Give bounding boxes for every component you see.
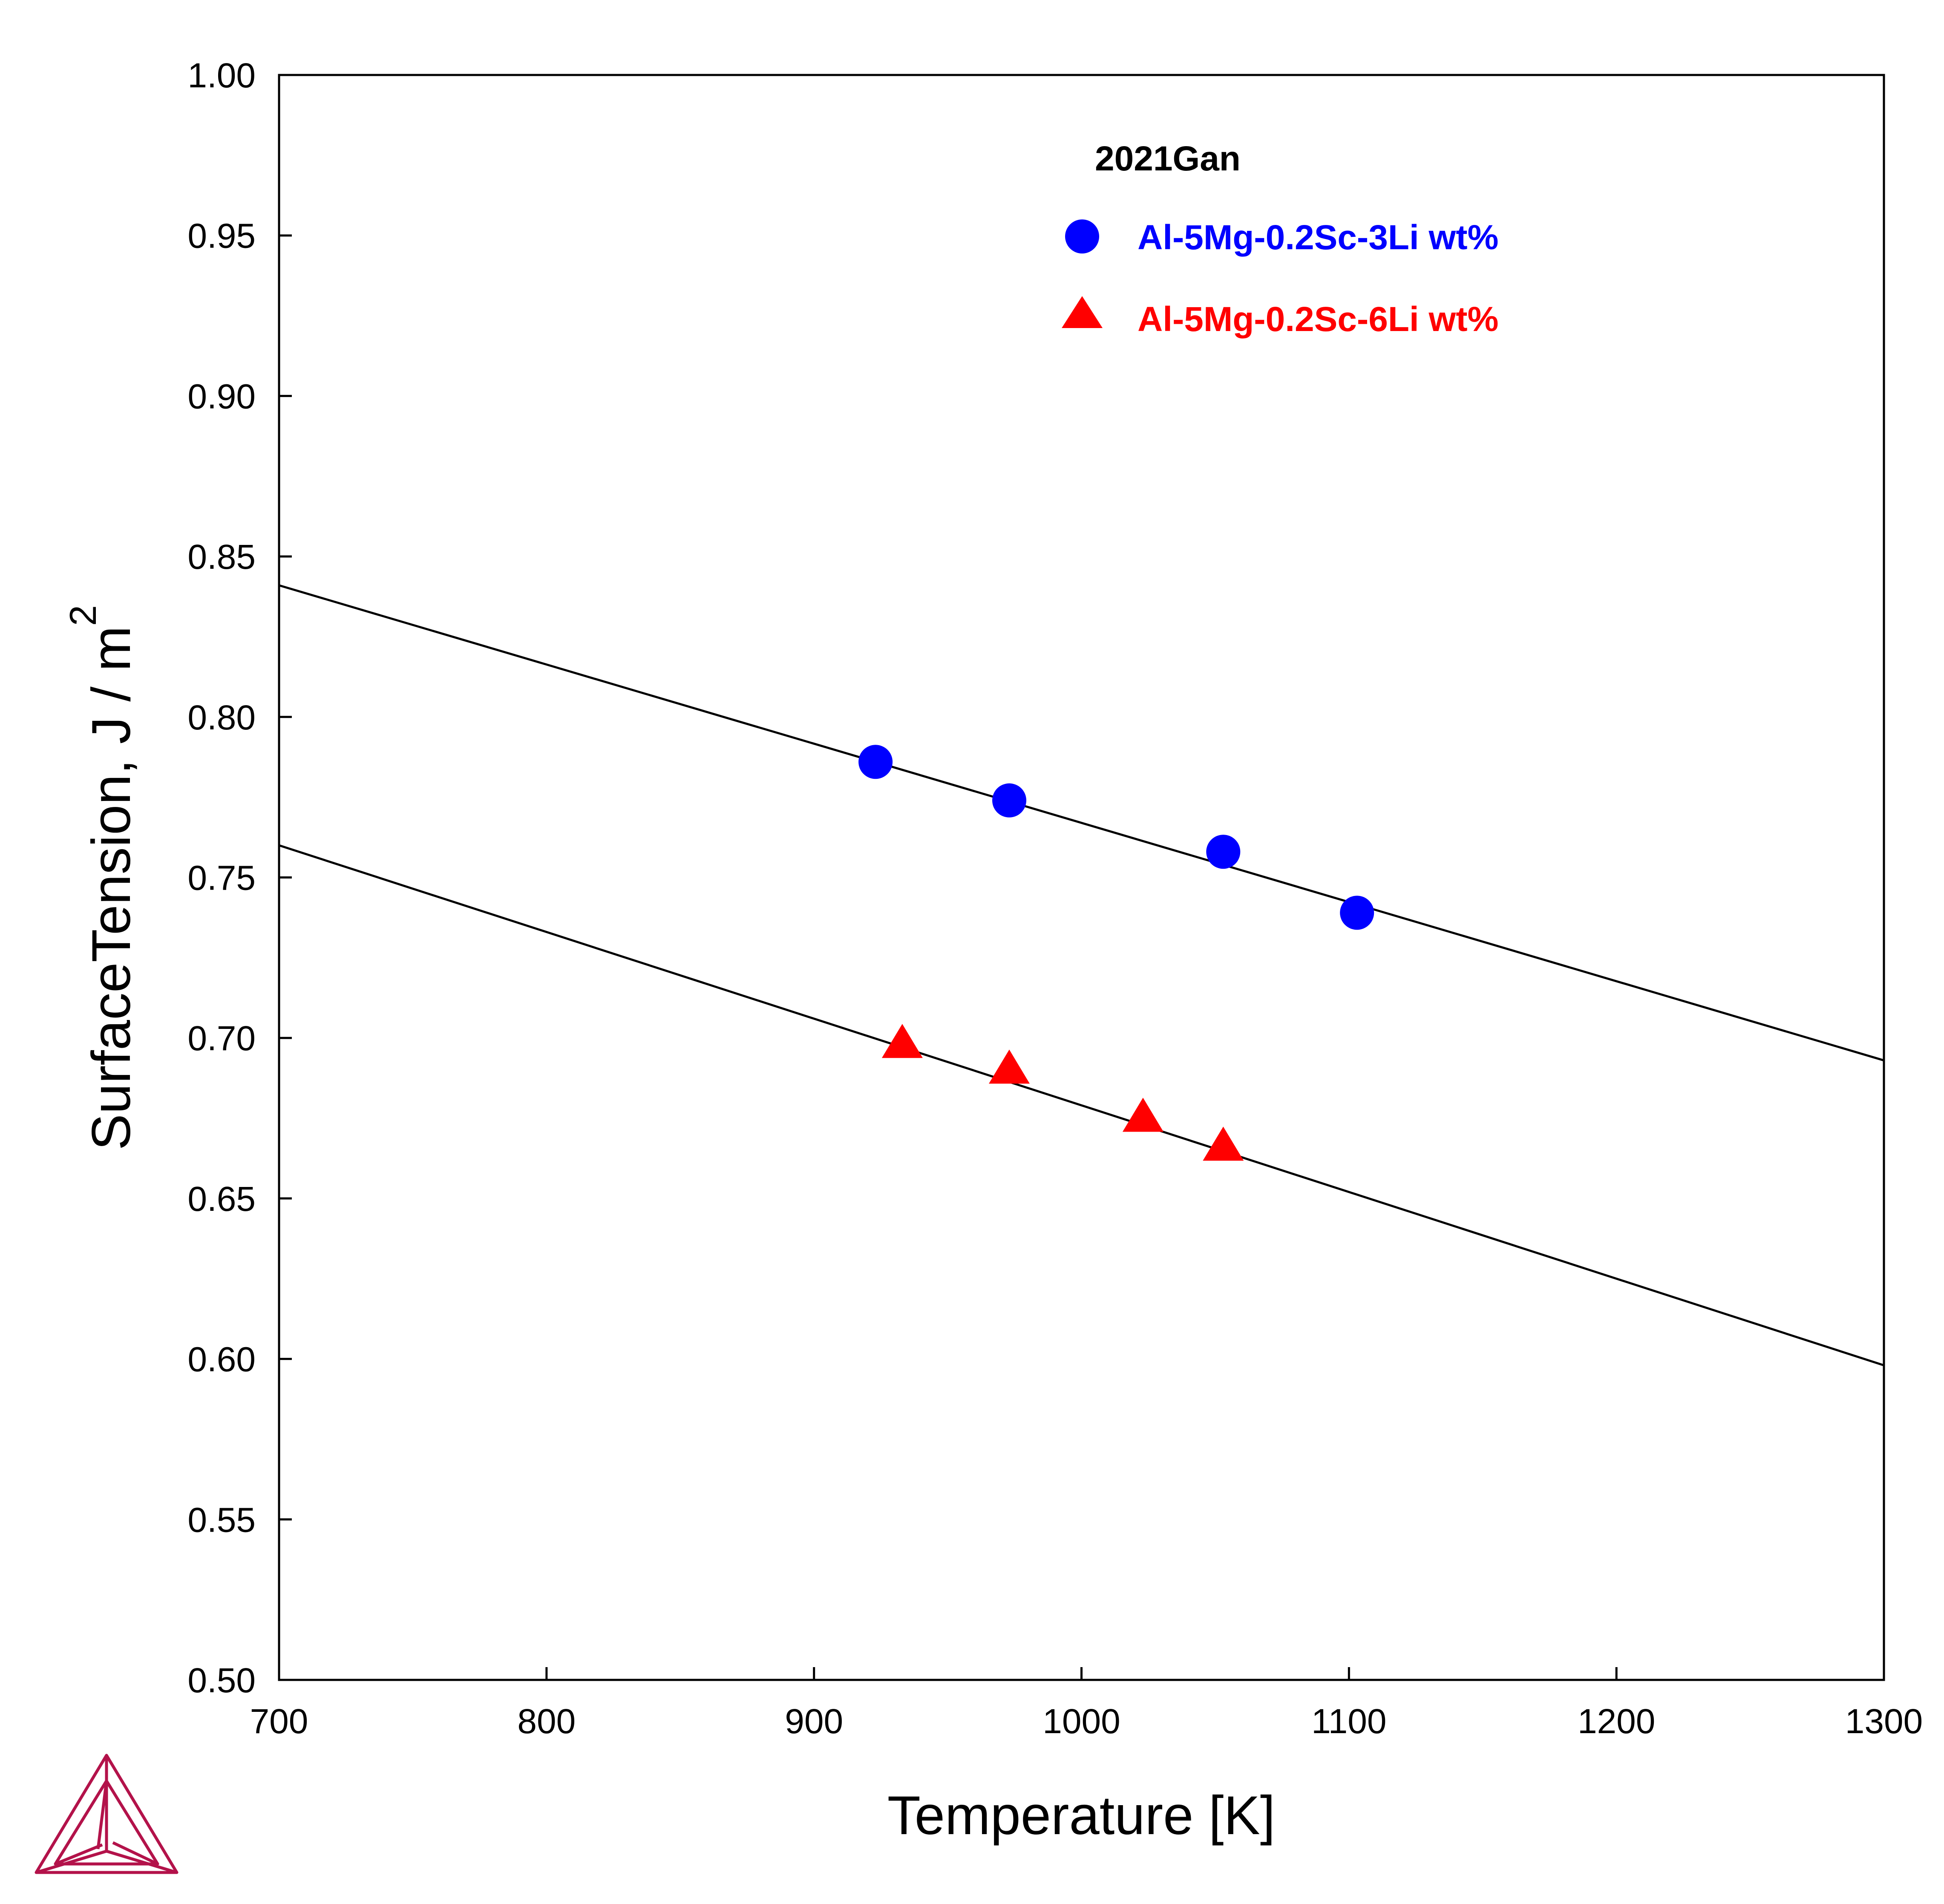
data-point-triangle bbox=[1122, 1097, 1164, 1132]
x-tick-label: 700 bbox=[250, 1702, 308, 1741]
x-axis-title: Temperature [K] bbox=[887, 1785, 1276, 1846]
y-axis-title-text: SurfaceTension, J / m bbox=[81, 626, 142, 1150]
fit-line bbox=[279, 844, 1884, 1367]
x-tick-label: 1100 bbox=[1311, 1702, 1386, 1741]
x-tick-label: 1200 bbox=[1578, 1702, 1655, 1741]
data-point-circle bbox=[1206, 835, 1241, 869]
x-tick-label: 900 bbox=[785, 1702, 843, 1741]
y-tick-label: 0.90 bbox=[187, 377, 256, 416]
legend-title: 2021Gan bbox=[1095, 139, 1241, 178]
data-point-triangle bbox=[1203, 1126, 1244, 1161]
y-tick-label: 1.00 bbox=[187, 56, 256, 95]
data-point-triangle bbox=[988, 1049, 1030, 1084]
svg-text:SurfaceTension, J / m2: SurfaceTension, J / m2 bbox=[62, 605, 142, 1150]
y-tick-label: 0.50 bbox=[187, 1661, 256, 1700]
x-tick-label: 1000 bbox=[1043, 1702, 1120, 1741]
legend: 2021Gan Al-5Mg-0.2Sc-3Li wt% Al-5Mg-0.2S… bbox=[1062, 139, 1498, 339]
y-tick-label: 0.75 bbox=[187, 859, 256, 898]
y-tick-label: 0.55 bbox=[187, 1501, 256, 1539]
y-tick-label: 0.60 bbox=[187, 1340, 256, 1379]
data-point-triangle bbox=[881, 1024, 923, 1058]
y-axis-title: SurfaceTension, J / m2 bbox=[62, 605, 142, 1150]
y-tick-label: 0.80 bbox=[187, 698, 256, 737]
y-tick-label: 0.95 bbox=[187, 217, 256, 256]
data-point-circle bbox=[1340, 896, 1374, 930]
data-point-circle bbox=[992, 783, 1026, 818]
fit-line bbox=[279, 584, 1884, 1062]
data-point-circle bbox=[858, 745, 893, 779]
y-tick-label: 0.70 bbox=[187, 1019, 256, 1058]
x-tick-label: 1300 bbox=[1845, 1702, 1923, 1741]
y-tick-label: 0.65 bbox=[187, 1180, 256, 1218]
y-tick-label: 0.85 bbox=[187, 538, 256, 576]
legend-marker-circle bbox=[1065, 219, 1099, 253]
legend-label-series-1: Al-5Mg-0.2Sc-3Li wt% bbox=[1138, 218, 1498, 257]
axis-ticks bbox=[278, 74, 1885, 1681]
tick-labels: 700 800 900 1000 1100 1200 1300 0.50 0.55 0.60 0.6… bbox=[187, 56, 1923, 1741]
y-axis-title-superscript: 2 bbox=[62, 605, 104, 626]
data-points bbox=[858, 745, 1374, 1161]
legend-label-series-2: Al-5Mg-0.2Sc-6Li wt% bbox=[1138, 300, 1498, 339]
x-tick-label: 800 bbox=[517, 1702, 576, 1741]
thermo-calc-triangle-logo-icon bbox=[35, 1754, 179, 1874]
fit-lines bbox=[279, 584, 1884, 1367]
legend-marker-triangle bbox=[1062, 296, 1103, 328]
